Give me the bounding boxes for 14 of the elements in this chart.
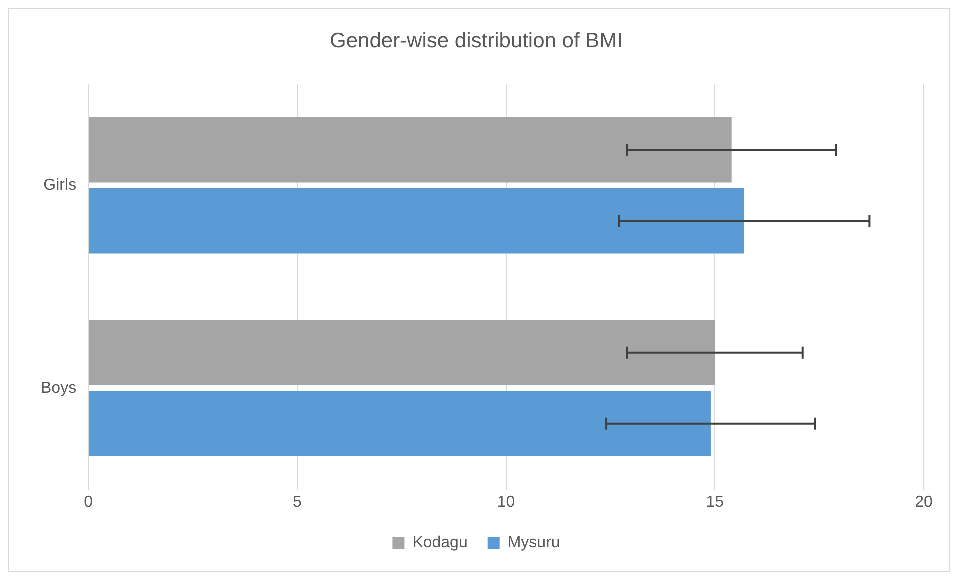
x-tick-label: 15: [706, 494, 724, 511]
y-tick-label: Girls: [44, 177, 77, 194]
x-tick-label: 10: [497, 494, 516, 511]
legend-label: Mysuru: [508, 534, 560, 552]
bar: [89, 391, 711, 457]
x-tick-label: 5: [292, 494, 302, 511]
bar: [89, 117, 732, 183]
x-tick-label: 0: [84, 494, 94, 511]
bar: [89, 188, 744, 254]
chart-title: Gender-wise distribution of BMI: [330, 29, 623, 52]
bar: [89, 320, 716, 386]
x-tick-label: 20: [915, 494, 933, 511]
legend-label: Kodagu: [412, 534, 468, 552]
y-tick-label: Boys: [40, 380, 77, 397]
